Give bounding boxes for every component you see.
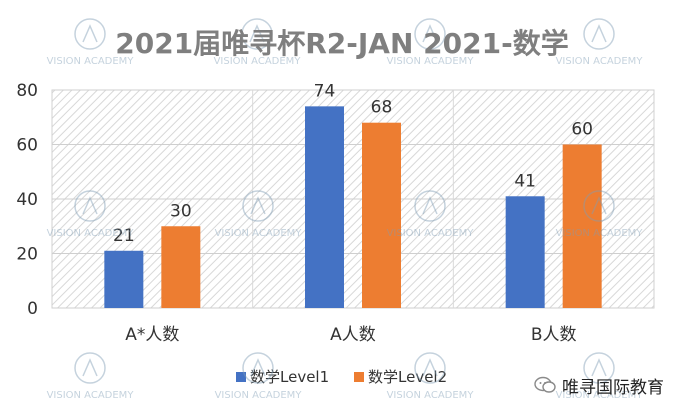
bar (562, 144, 602, 308)
y-tick-label: 60 (16, 136, 38, 156)
logo-watermark-mark (591, 196, 607, 215)
logo-watermark-mark (82, 358, 98, 377)
logo-watermark-name: VISION ACADEMY (387, 56, 475, 67)
logo-watermarks: VISION ACADEMY VISION ACADEMY VISION ACADE… (47, 18, 644, 401)
logo-watermark-icon (74, 190, 106, 222)
logo-watermark-mark (82, 24, 98, 43)
logo-watermark-icon (242, 352, 274, 384)
y-tick-label: 20 (16, 245, 38, 265)
data-label: 41 (514, 171, 536, 191)
logo-watermark-mark (422, 358, 438, 377)
logo-watermark-icon (583, 190, 615, 222)
chart-title: 2021届唯寻杯R2-JAN 2021-数学 (115, 27, 569, 60)
logo-watermark-mark (422, 24, 438, 43)
data-label: 30 (170, 201, 192, 221)
logo-watermark-name: VISION ACADEMY (47, 390, 135, 401)
bar (362, 122, 401, 308)
logo-watermark-mark (422, 196, 438, 215)
data-label: 74 (314, 81, 336, 101)
logo-watermark-name: VISION ACADEMY (556, 228, 644, 239)
logo-watermark-mark (250, 358, 266, 377)
x-tick-label: B人数 (531, 325, 577, 345)
logo-watermark-icon (583, 18, 615, 50)
bar (505, 196, 545, 308)
logo-watermark-name: VISION ACADEMY (556, 390, 644, 401)
y-tick-label: 40 (16, 190, 38, 210)
logo-watermark-name: VISION ACADEMY (556, 56, 644, 67)
logo-watermark-mark (250, 196, 266, 215)
data-label: 21 (113, 226, 135, 246)
logo-watermark-name: VISION ACADEMY (387, 390, 475, 401)
logo-watermark-mark (82, 196, 98, 215)
x-tick-label: A*人数 (125, 325, 179, 345)
y-tick-label: 80 (16, 81, 38, 101)
bar (104, 250, 144, 308)
logo-watermark-name: VISION ACADEMY (387, 228, 475, 239)
legend-label: 数学Level2 (368, 368, 447, 386)
logo-watermark-icon (414, 352, 446, 384)
data-label: 60 (571, 120, 593, 140)
data-label: 68 (371, 98, 393, 118)
bar (305, 106, 344, 308)
logo-watermark-icon (414, 190, 446, 222)
logo-watermark-name: VISION ACADEMY (215, 228, 303, 239)
logo-watermark-mark (591, 24, 607, 43)
legend-swatch (236, 372, 246, 382)
logo-watermark-icon (414, 18, 446, 50)
logo-watermark-icon (74, 18, 106, 50)
logo-watermark-icon (241, 18, 273, 50)
logo-watermark-mark (249, 24, 265, 43)
logo-watermark-name: VISION ACADEMY (47, 228, 135, 239)
logo-watermark-icon (242, 190, 274, 222)
logo-watermark-name: VISION ACADEMY (215, 390, 303, 401)
logo-watermark-icon (74, 352, 106, 384)
brand-watermark: 唯寻国际教育 (534, 371, 684, 399)
wechat-icon (534, 376, 556, 393)
logo-watermark-icon (583, 352, 615, 384)
logo-watermark-mark (591, 358, 607, 377)
bar (161, 226, 201, 308)
legend-label: 数学Level1 (250, 368, 329, 386)
y-tick-label: 0 (27, 299, 38, 319)
logo-watermark-name: VISION ACADEMY (47, 56, 135, 67)
brand-watermark-text: 唯寻国际教育 (562, 377, 664, 398)
logo-watermark-name: VISION ACADEMY (214, 56, 302, 67)
legend-swatch (354, 372, 364, 382)
x-tick-label: A人数 (330, 325, 376, 345)
